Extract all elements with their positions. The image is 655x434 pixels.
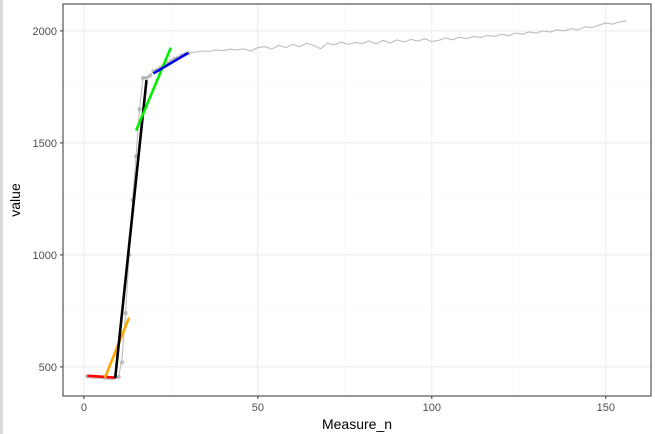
y-tick-label: 1000 [33, 250, 57, 262]
data-point [147, 73, 153, 78]
axis-ticks: 0 50 100 150 500 1000 1500 2000 [33, 26, 615, 414]
y-tick-label: 2000 [33, 26, 57, 38]
x-axis-title: Measure_n [322, 416, 392, 432]
left-edge-strip [0, 0, 3, 434]
data-point [137, 107, 142, 112]
plot-border [62, 3, 652, 397]
data-point [119, 360, 125, 365]
x-tick-label: 100 [423, 402, 441, 414]
fit-line [134, 47, 173, 132]
x-tick-label: 0 [81, 402, 87, 414]
y-tick-label: 1500 [33, 138, 57, 150]
fit-line [103, 317, 131, 379]
series-layer [85, 20, 627, 381]
data-point [116, 374, 121, 380]
data-point [144, 75, 149, 81]
y-tick-label: 500 [39, 362, 57, 374]
series-line [87, 20, 627, 379]
data-point [140, 75, 146, 81]
data-point [123, 310, 128, 316]
fit-line [113, 80, 148, 379]
fit-line [87, 374, 116, 379]
plot-background [63, 4, 651, 396]
grid [63, 4, 651, 396]
fit-line [152, 51, 189, 75]
x-tick-label: 50 [252, 402, 264, 414]
y-axis-title: value [7, 183, 23, 217]
x-tick-label: 150 [597, 402, 615, 414]
